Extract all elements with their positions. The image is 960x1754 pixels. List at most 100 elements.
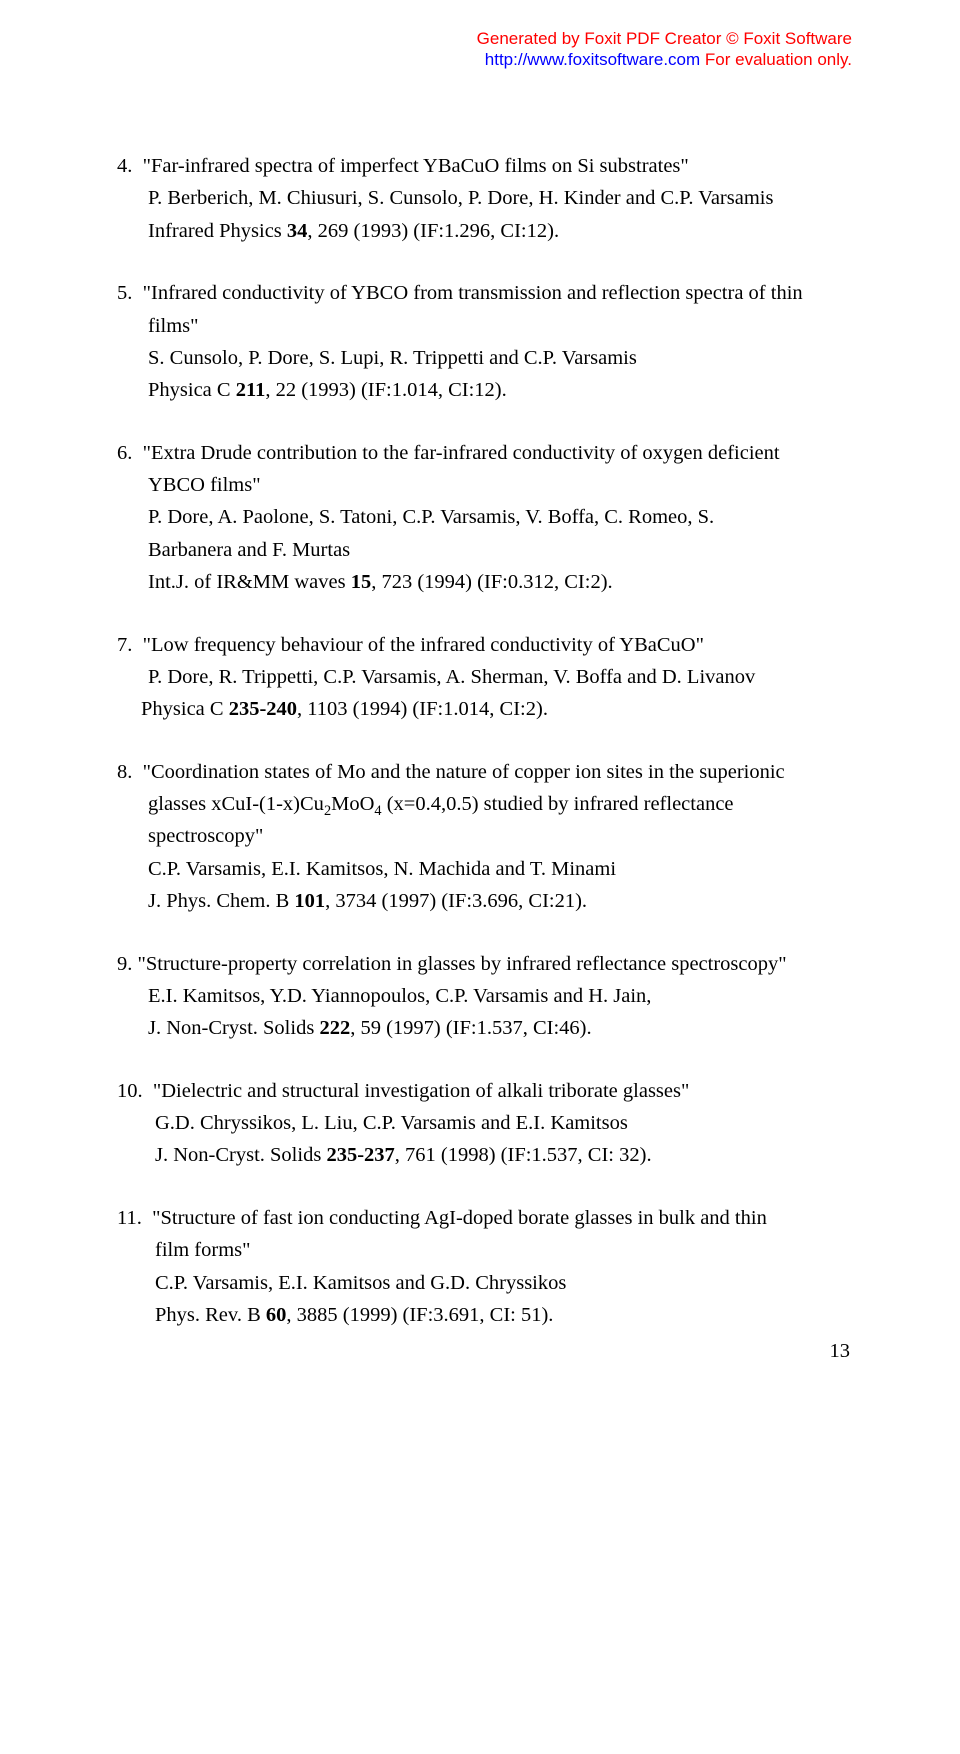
entry-first-line: 5. "Infrared conductivity of YBCO from t…: [117, 277, 850, 309]
entry-number: 6.: [117, 442, 132, 464]
watermark-text: Generated by Foxit PDF Creator: [477, 29, 726, 48]
watermark-text: For evaluation only.: [700, 50, 852, 69]
entry-authors: P. Dore, R. Trippetti, C.P. Varsamis, A.…: [148, 661, 850, 693]
entry-body: films" S. Cunsolo, P. Dore, S. Lupi, R. …: [117, 310, 850, 407]
reference-entry-7: 7. "Low frequency behaviour of the infra…: [117, 629, 850, 726]
reference-entry-6: 6. "Extra Drude contribution to the far-…: [117, 437, 850, 599]
entry-first-line: 10. "Dielectric and structural investiga…: [117, 1075, 850, 1107]
entry-body: E.I. Kamitsos, Y.D. Yiannopoulos, C.P. V…: [117, 980, 850, 1045]
journal-volume: 211: [236, 379, 266, 401]
entry-title-cont: spectroscopy": [148, 820, 850, 852]
entry-authors: P. Berberich, M. Chiusuri, S. Cunsolo, P…: [148, 182, 850, 214]
entry-body: glasses xCuI-(1-x)Cu2MoO4 (x=0.4,0.5) st…: [117, 788, 850, 918]
entry-title: "Structure of fast ion conducting AgI-do…: [152, 1207, 767, 1229]
entry-authors: C.P. Varsamis, E.I. Kamitsos, N. Machida…: [148, 853, 850, 885]
journal-volume: 235-240: [229, 698, 297, 720]
watermark-line-1: Generated by Foxit PDF Creator © Foxit S…: [477, 28, 852, 49]
entry-title-cont: film forms": [155, 1234, 850, 1266]
journal-name: J. Non-Cryst. Solids: [155, 1144, 326, 1166]
entry-number: 4.: [117, 155, 132, 177]
entry-title: "Coordination states of Mo and the natur…: [143, 761, 785, 783]
journal-volume: 235-237: [326, 1144, 394, 1166]
reference-entry-5: 5. "Infrared conductivity of YBCO from t…: [117, 277, 850, 407]
reference-entry-10: 10. "Dielectric and structural investiga…: [117, 1075, 850, 1172]
title-text: glasses xCuI-(1-x)Cu: [148, 793, 324, 815]
journal-volume: 101: [294, 890, 325, 912]
entry-first-line: 7. "Low frequency behaviour of the infra…: [117, 629, 850, 661]
journal-details: , 723 (1994) (IF:0.312, CI:2).: [371, 571, 612, 593]
entry-number: 7.: [117, 634, 132, 656]
reference-entry-11: 11. "Structure of fast ion conducting Ag…: [117, 1202, 850, 1332]
entry-number: 10.: [117, 1080, 143, 1102]
entry-journal: Phys. Rev. B 60, 3885 (1999) (IF:3.691, …: [155, 1299, 850, 1331]
journal-volume: 15: [351, 571, 372, 593]
entry-title: "Far-infrared spectra of imperfect YBaCu…: [143, 155, 689, 177]
pdf-watermark: Generated by Foxit PDF Creator © Foxit S…: [477, 28, 852, 71]
entry-authors: C.P. Varsamis, E.I. Kamitsos and G.D. Ch…: [155, 1267, 850, 1299]
page-container: Generated by Foxit PDF Creator © Foxit S…: [0, 0, 960, 1411]
journal-name: Infrared Physics: [148, 220, 287, 242]
journal-volume: 222: [319, 1017, 350, 1039]
publication-list: 4. "Far-infrared spectra of imperfect YB…: [117, 150, 850, 1331]
copyright-symbol: ©: [726, 29, 739, 48]
journal-volume: 34: [287, 220, 308, 242]
reference-entry-9: 9. "Structure-property correlation in gl…: [117, 948, 850, 1045]
entry-body: YBCO films" P. Dore, A. Paolone, S. Tato…: [117, 469, 850, 599]
entry-title: "Dielectric and structural investigation…: [153, 1080, 689, 1102]
journal-name: Int.J. of IR&MM waves: [148, 571, 351, 593]
page-number: 13: [830, 1340, 851, 1363]
entry-title-cont: films": [148, 310, 850, 342]
watermark-line-2: http://www.foxitsoftware.com For evaluat…: [477, 49, 852, 70]
reference-entry-4: 4. "Far-infrared spectra of imperfect YB…: [117, 150, 850, 247]
journal-name: J. Non-Cryst. Solids: [148, 1017, 319, 1039]
entry-number: 5.: [117, 282, 132, 304]
entry-journal: Int.J. of IR&MM waves 15, 723 (1994) (IF…: [148, 566, 850, 598]
entry-title: "Extra Drude contribution to the far-inf…: [143, 442, 780, 464]
entry-body: film forms" C.P. Varsamis, E.I. Kamitsos…: [117, 1234, 850, 1331]
entry-body: P. Dore, R. Trippetti, C.P. Varsamis, A.…: [117, 661, 850, 693]
entry-number: 8.: [117, 761, 132, 783]
journal-details: , 269 (1993) (IF:1.296, CI:12).: [307, 220, 559, 242]
entry-journal: Physica C 235-240, 1103 (1994) (IF:1.014…: [117, 693, 850, 725]
entry-journal: J. Phys. Chem. B 101, 3734 (1997) (IF:3.…: [148, 885, 850, 917]
entry-first-line: 6. "Extra Drude contribution to the far-…: [117, 437, 850, 469]
journal-details: , 761 (1998) (IF:1.537, CI: 32).: [395, 1144, 652, 1166]
entry-body: G.D. Chryssikos, L. Liu, C.P. Varsamis a…: [117, 1107, 850, 1172]
journal-name: Physica C: [148, 379, 236, 401]
journal-details: , 1103 (1994) (IF:1.014, CI:2).: [297, 698, 548, 720]
journal-details: , 3885 (1999) (IF:3.691, CI: 51).: [286, 1304, 553, 1326]
watermark-text: Foxit Software: [739, 29, 852, 48]
entry-journal: J. Non-Cryst. Solids 235-237, 761 (1998)…: [155, 1139, 850, 1171]
journal-volume: 60: [266, 1304, 287, 1326]
title-text: (x=0.4,0.5) studied by infrared reflecta…: [382, 793, 734, 815]
title-text: MoO: [331, 793, 374, 815]
entry-authors: S. Cunsolo, P. Dore, S. Lupi, R. Trippet…: [148, 342, 850, 374]
entry-title: "Structure-property correlation in glass…: [138, 953, 787, 975]
entry-authors: E.I. Kamitsos, Y.D. Yiannopoulos, C.P. V…: [148, 980, 850, 1012]
entry-title-cont: YBCO films": [148, 469, 850, 501]
watermark-link[interactable]: http://www.foxitsoftware.com: [485, 50, 700, 69]
journal-name: Phys. Rev. B: [155, 1304, 266, 1326]
journal-name: Physica C: [141, 698, 229, 720]
subscript: 4: [374, 803, 381, 819]
entry-number: 9.: [117, 953, 132, 975]
journal-details: , 22 (1993) (IF:1.014, CI:12).: [265, 379, 506, 401]
journal-details: , 59 (1997) (IF:1.537, CI:46).: [350, 1017, 591, 1039]
reference-entry-8: 8. "Coordination states of Mo and the na…: [117, 756, 850, 918]
journal-details: , 3734 (1997) (IF:3.696, CI:21).: [325, 890, 587, 912]
entry-title: "Infrared conductivity of YBCO from tran…: [143, 282, 803, 304]
entry-first-line: 8. "Coordination states of Mo and the na…: [117, 756, 850, 788]
entry-title: "Low frequency behaviour of the infrared…: [143, 634, 704, 656]
entry-number: 11.: [117, 1207, 142, 1229]
entry-authors: P. Dore, A. Paolone, S. Tatoni, C.P. Var…: [148, 501, 850, 533]
entry-authors-cont: Barbanera and F. Murtas: [148, 534, 850, 566]
entry-journal: Physica C 211, 22 (1993) (IF:1.014, CI:1…: [148, 374, 850, 406]
entry-body: P. Berberich, M. Chiusuri, S. Cunsolo, P…: [117, 182, 850, 247]
entry-first-line: 11. "Structure of fast ion conducting Ag…: [117, 1202, 850, 1234]
entry-journal: Infrared Physics 34, 269 (1993) (IF:1.29…: [148, 215, 850, 247]
entry-authors: G.D. Chryssikos, L. Liu, C.P. Varsamis a…: [155, 1107, 850, 1139]
entry-first-line: 9. "Structure-property correlation in gl…: [117, 948, 850, 980]
journal-name: J. Phys. Chem. B: [148, 890, 294, 912]
entry-first-line: 4. "Far-infrared spectra of imperfect YB…: [117, 150, 850, 182]
entry-journal: J. Non-Cryst. Solids 222, 59 (1997) (IF:…: [148, 1012, 850, 1044]
